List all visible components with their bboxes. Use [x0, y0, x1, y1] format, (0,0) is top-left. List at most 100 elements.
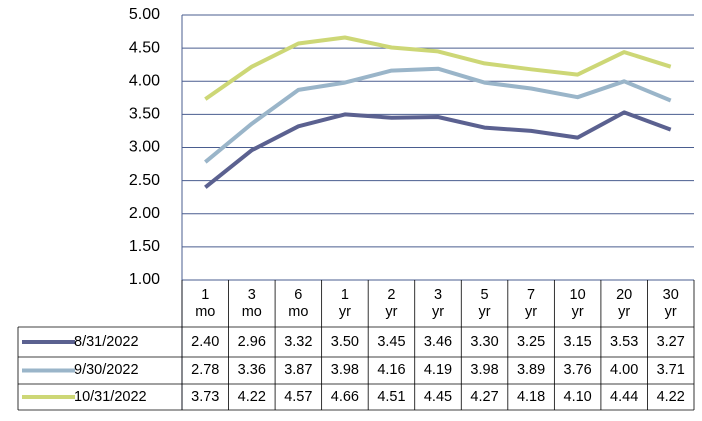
table-value: 4.00 — [601, 357, 648, 384]
table-value-text: 3.46 — [423, 333, 453, 350]
category-label-text: 10 yr — [569, 286, 586, 320]
table-value: 4.19 — [415, 357, 462, 384]
category-label: 7 yr — [508, 280, 555, 327]
table-value-text: 3.36 — [237, 362, 266, 378]
table-value-text: 4.66 — [330, 388, 359, 405]
category-label: 5 yr — [461, 280, 508, 327]
category-label: 6 mo — [275, 280, 322, 327]
table-value-text: 4.45 — [423, 388, 453, 405]
table-value-text: 4.18 — [516, 388, 546, 405]
category-label-text: 7 yr — [525, 286, 538, 320]
table-value: 3.36 — [229, 357, 276, 384]
table-value-text: 3.98 — [330, 362, 359, 378]
series-line — [204, 66, 672, 164]
table-value: 3.53 — [601, 327, 648, 357]
table-value-text: 4.51 — [377, 388, 406, 405]
category-label: 1 mo — [182, 280, 229, 327]
table-value: 3.89 — [508, 357, 555, 384]
table-value-text: 3.25 — [516, 333, 546, 350]
table-value: 3.76 — [554, 357, 601, 384]
table-value: 4.45 — [415, 384, 462, 410]
table-value-text: 3.27 — [656, 333, 685, 350]
table-value-text: 3.87 — [284, 362, 313, 378]
category-label: 1 yr — [322, 280, 369, 327]
table-value: 3.98 — [461, 357, 508, 384]
table-value: 4.18 — [508, 384, 555, 410]
table-value: 3.50 — [322, 327, 369, 357]
legend-label-text: 9/30/2022 — [74, 362, 139, 378]
table-value: 3.27 — [647, 327, 694, 357]
table-value: 4.22 — [647, 384, 694, 410]
table-value-text: 3.45 — [377, 333, 406, 350]
table-value: 3.15 — [554, 327, 601, 357]
table-value: 4.22 — [229, 384, 276, 410]
table-value-text: 3.98 — [470, 362, 499, 378]
table-value: 2.40 — [182, 327, 229, 357]
table-value: 3.46 — [415, 327, 462, 357]
table-value: 4.27 — [461, 384, 508, 410]
category-label-text: 3 mo — [241, 286, 262, 320]
table-value: 4.10 — [554, 384, 601, 410]
table-value-text: 3.15 — [563, 333, 592, 350]
legend-label-text: 10/31/2022 — [74, 388, 147, 405]
table-value: 3.71 — [647, 357, 694, 384]
table-value-text: 4.16 — [377, 362, 406, 378]
table-value: 4.16 — [368, 357, 415, 384]
category-label: 3 yr — [415, 280, 462, 327]
category-label: 2 yr — [368, 280, 415, 327]
category-label-text: 1 yr — [338, 286, 351, 320]
y-tick-label: 5.00 — [129, 6, 160, 23]
table-value: 3.45 — [368, 327, 415, 357]
table-value-text: 3.50 — [330, 333, 359, 350]
table-value-text: 4.27 — [470, 388, 499, 405]
table-value: 4.51 — [368, 384, 415, 410]
table-value: 3.73 — [182, 384, 229, 410]
y-tick-label: 4.50 — [129, 39, 160, 56]
category-label-text: 30 yr — [662, 286, 679, 320]
table-value-text: 2.40 — [191, 333, 220, 350]
table-value: 3.30 — [461, 327, 508, 357]
y-tick-label: 2.50 — [129, 172, 160, 189]
table-value: 3.25 — [508, 327, 555, 357]
table-value-text: 4.57 — [284, 388, 313, 405]
table-value-text: 3.53 — [610, 333, 639, 350]
table-value-text: 3.73 — [191, 388, 220, 405]
y-tick-label: 2.00 — [129, 205, 160, 222]
category-label-text: 2 yr — [385, 286, 398, 320]
legend-label: 9/30/2022 — [74, 357, 182, 384]
category-label: 30 yr — [647, 280, 694, 327]
y-tick-label: 1.00 — [129, 271, 160, 288]
category-label-text: 1 mo — [195, 286, 216, 320]
y-tick-label: 1.50 — [129, 238, 160, 255]
category-label-text: 5 yr — [478, 286, 491, 320]
table-value: 3.87 — [275, 357, 322, 384]
table-value: 2.78 — [182, 357, 229, 384]
category-label: 3 mo — [229, 280, 276, 327]
table-value-text: 3.71 — [656, 362, 685, 378]
table-value: 4.57 — [275, 384, 322, 410]
legend-label-text: 8/31/2022 — [74, 333, 139, 350]
table-value-text: 2.96 — [237, 333, 266, 350]
series-line — [204, 35, 672, 101]
table-value-text: 4.22 — [656, 388, 685, 405]
category-label: 10 yr — [554, 280, 601, 327]
table-value-text: 2.78 — [191, 362, 220, 378]
table-value-text: 3.89 — [516, 362, 546, 378]
table-value-text: 4.44 — [610, 388, 639, 405]
series-line — [204, 110, 672, 189]
table-value-text: 4.22 — [237, 388, 266, 405]
table-value: 3.98 — [322, 357, 369, 384]
table-value: 3.32 — [275, 327, 322, 357]
category-label-text: 6 mo — [288, 286, 309, 320]
table-value-text: 3.32 — [284, 333, 313, 350]
table-value: 4.44 — [601, 384, 648, 410]
table-value: 4.66 — [322, 384, 369, 410]
table-value-text: 4.19 — [423, 362, 453, 378]
table-value-text: 4.00 — [610, 362, 639, 378]
legend-label: 10/31/2022 — [74, 384, 182, 410]
category-label: 20 yr — [601, 280, 648, 327]
table-value: 2.96 — [229, 327, 276, 357]
y-tick-label: 4.00 — [129, 72, 160, 89]
